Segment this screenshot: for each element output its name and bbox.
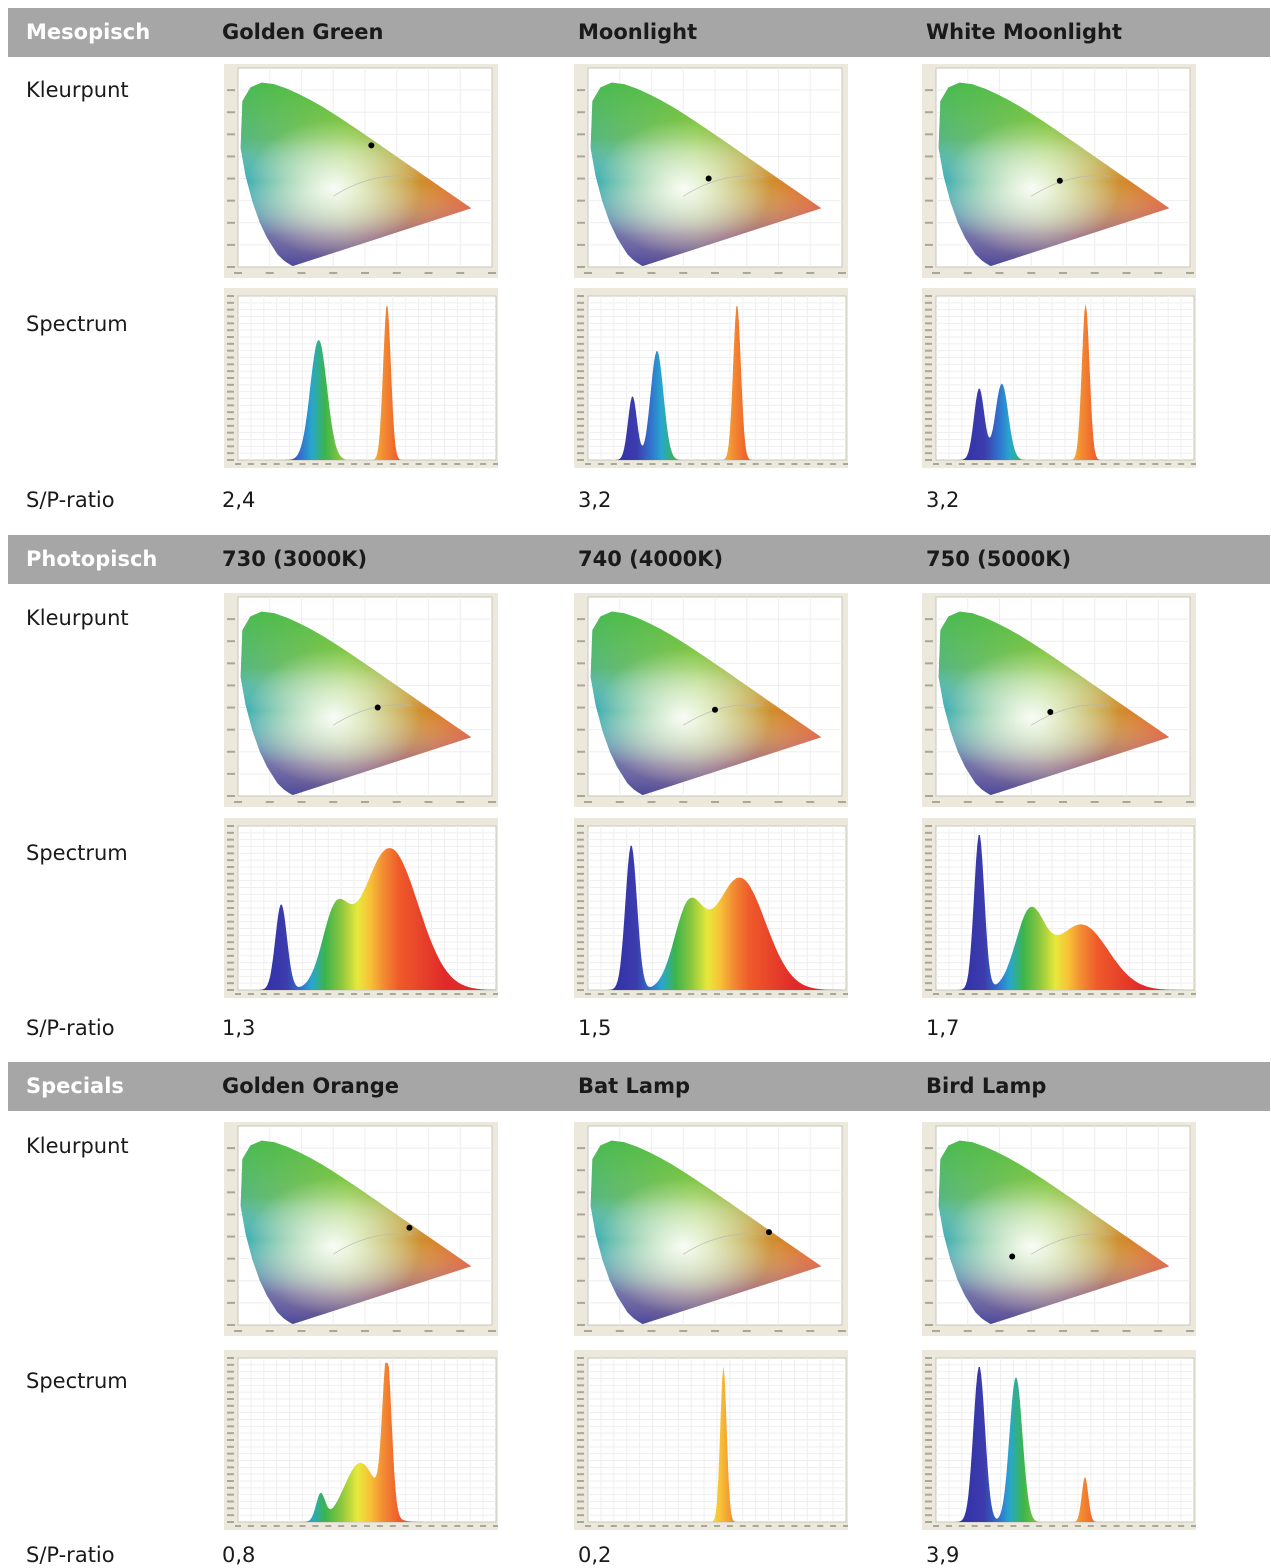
column-header: White Moonlight [926, 20, 1123, 44]
chromaticity-svg [224, 1122, 498, 1336]
column-header: 740 (4000K) [578, 547, 724, 571]
color-point-marker [368, 142, 375, 149]
category-label: Specials [26, 1074, 124, 1098]
spectrum-chart [574, 288, 848, 468]
color-point-marker [406, 1224, 413, 1231]
category-label: Mesopisch [26, 20, 151, 44]
chromaticity-chart [574, 593, 848, 807]
spectrum-svg [574, 818, 848, 998]
color-point-marker [1009, 1253, 1016, 1260]
chromaticity-chart [224, 64, 498, 278]
planckian-locus [683, 1233, 763, 1255]
spectrum-svg [224, 818, 498, 998]
chromaticity-svg [574, 1122, 848, 1336]
spectrum-chart [224, 818, 498, 998]
planckian-locus [1031, 175, 1111, 197]
chromaticity-svg [922, 1122, 1196, 1336]
spectrum-curve [588, 306, 846, 460]
spectrum-svg [922, 818, 1196, 998]
color-point-marker [705, 175, 712, 182]
column-header: 750 (5000K) [926, 547, 1072, 571]
chromaticity-svg [574, 64, 848, 278]
sp-ratio-value: 3,2 [578, 488, 612, 512]
planckian-locus [333, 1233, 413, 1255]
chromaticity-svg [574, 593, 848, 807]
spectrum-curve [238, 848, 496, 990]
row-label-spectrum: Spectrum [26, 1369, 128, 1393]
chromaticity-svg [224, 64, 498, 278]
row-label-spectrum: Spectrum [26, 841, 128, 865]
spectrum-chart [922, 1350, 1196, 1530]
sp-ratio-value: 1,5 [578, 1016, 612, 1040]
column-header: Bird Lamp [926, 1074, 1047, 1098]
spectrum-svg [922, 288, 1196, 468]
spectrum-svg [574, 1350, 848, 1530]
color-point-marker [1047, 708, 1054, 715]
column-header: Golden Orange [222, 1074, 400, 1098]
planckian-locus [1031, 704, 1111, 726]
spectrum-svg [574, 288, 848, 468]
spectrum-svg [224, 288, 498, 468]
spectrum-svg [922, 1350, 1196, 1530]
color-point-marker [1056, 177, 1063, 184]
planckian-locus [333, 704, 413, 726]
chromaticity-chart [574, 1122, 848, 1336]
column-header: Bat Lamp [578, 1074, 690, 1098]
spectrum-chart [922, 288, 1196, 468]
color-point-marker [712, 706, 718, 713]
sp-ratio-value: 1,3 [222, 1016, 256, 1040]
sp-ratio-value: 3,9 [926, 1543, 960, 1567]
spectrum-curve [588, 845, 846, 990]
chromaticity-chart [922, 593, 1196, 807]
row-label-sp-ratio: S/P-ratio [26, 1016, 115, 1040]
spectrum-curve [936, 304, 1194, 460]
sp-ratio-value: 0,2 [578, 1543, 612, 1567]
section-header-photopisch: Photopisch 730 (3000K) 740 (4000K) 750 (… [8, 535, 1270, 584]
column-header: 730 (3000K) [222, 547, 368, 571]
chromaticity-svg [224, 593, 498, 807]
chromaticity-chart [224, 1122, 498, 1336]
column-header: Golden Green [222, 20, 384, 44]
column-header: Moonlight [578, 20, 698, 44]
spectrum-chart [922, 818, 1196, 998]
chromaticity-chart [224, 593, 498, 807]
planckian-locus [333, 175, 413, 197]
row-label-spectrum: Spectrum [26, 312, 128, 336]
row-label-kleurpunt: Kleurpunt [26, 78, 129, 102]
sp-ratio-value: 1,7 [926, 1016, 960, 1040]
row-label-kleurpunt: Kleurpunt [26, 606, 129, 630]
spectrum-chart [574, 818, 848, 998]
color-point-marker [374, 704, 381, 711]
sp-ratio-value: 2,4 [222, 488, 256, 512]
chromaticity-chart [922, 64, 1196, 278]
spectrum-chart [224, 288, 498, 468]
chromaticity-svg [922, 64, 1196, 278]
planckian-locus [683, 175, 763, 197]
sp-ratio-value: 0,8 [222, 1543, 256, 1567]
section-header-specials: Specials Golden Orange Bat Lamp Bird Lam… [8, 1062, 1270, 1111]
chromaticity-chart [574, 64, 848, 278]
color-point-marker [765, 1229, 772, 1236]
spectrum-curve [238, 1362, 496, 1522]
planckian-locus [683, 704, 763, 726]
spectrum-svg [224, 1350, 498, 1530]
spectrum-curve [936, 835, 1194, 990]
sp-ratio-value: 3,2 [926, 488, 960, 512]
row-label-kleurpunt: Kleurpunt [26, 1134, 129, 1158]
section-header-mesopisch: Mesopisch Golden Green Moonlight White M… [8, 8, 1270, 57]
row-label-sp-ratio: S/P-ratio [26, 488, 115, 512]
category-label: Photopisch [26, 547, 158, 571]
row-label-sp-ratio: S/P-ratio [26, 1543, 115, 1567]
chromaticity-svg [922, 593, 1196, 807]
planckian-locus [1031, 1233, 1111, 1255]
chromaticity-chart [922, 1122, 1196, 1336]
spectrum-chart [574, 1350, 848, 1530]
spectrum-chart [224, 1350, 498, 1530]
